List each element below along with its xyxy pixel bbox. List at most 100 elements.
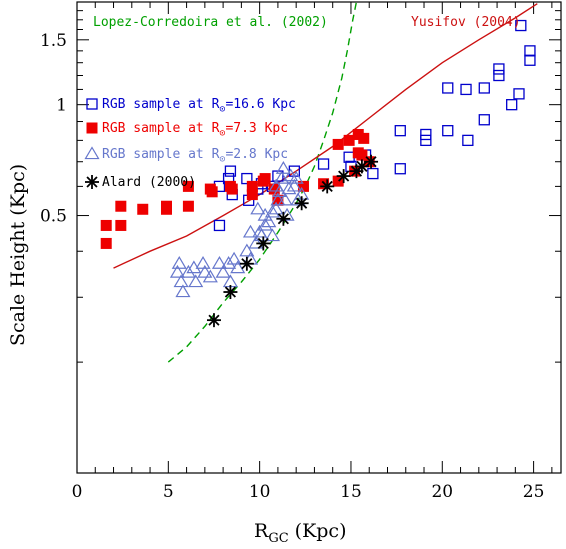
data-point xyxy=(256,236,271,251)
data-point xyxy=(213,219,226,232)
data-point xyxy=(171,256,187,269)
data-point xyxy=(115,200,127,212)
legend-marker xyxy=(86,122,98,134)
y-axis-title: Scale Height (Kpc) xyxy=(7,164,29,346)
data-point xyxy=(100,237,112,249)
data-point xyxy=(336,169,351,184)
y-tick-label: 1 xyxy=(56,96,67,116)
data-point xyxy=(460,83,472,96)
legend-marker xyxy=(86,98,98,110)
data-point xyxy=(221,256,237,269)
data-point xyxy=(206,186,218,198)
data-point xyxy=(281,181,297,195)
data-point xyxy=(246,189,258,201)
data-point xyxy=(264,228,280,242)
data-point xyxy=(223,285,238,300)
data-point xyxy=(274,170,290,184)
data-point xyxy=(180,264,196,278)
data-point xyxy=(257,207,273,221)
data-point xyxy=(215,264,231,278)
data-point xyxy=(173,274,189,288)
data-point xyxy=(239,256,254,271)
data-point xyxy=(288,170,304,184)
data-point xyxy=(195,256,211,269)
data-point xyxy=(197,264,213,278)
data-point xyxy=(276,211,291,226)
data-point xyxy=(239,243,255,257)
legend-label: Alard (2000) xyxy=(102,175,196,190)
tick-labels: 0 5 10 15 20 25 0.5 1 1.5 xyxy=(40,31,544,502)
data-point xyxy=(506,99,518,111)
legend-label: RGB sample at R⊙=7.3 Kpc xyxy=(102,121,288,139)
data-point xyxy=(462,134,474,147)
data-point xyxy=(317,158,330,170)
x-axis-title: RGC (Kpc) xyxy=(254,520,346,546)
data-point xyxy=(206,313,221,328)
data-points xyxy=(100,19,536,328)
y-tick-label: 0.5 xyxy=(40,207,67,227)
data-point xyxy=(261,214,277,228)
data-point xyxy=(524,45,536,57)
legend: RGB sample at R⊙=16.6 Kpc RGB sample at R… xyxy=(84,97,296,190)
data-point xyxy=(478,82,490,94)
data-point xyxy=(175,284,191,298)
x-tick-label: 25 xyxy=(523,482,545,502)
legend-marker xyxy=(84,146,100,160)
data-point xyxy=(137,203,149,215)
x-tick-label: 15 xyxy=(340,482,362,502)
data-point xyxy=(230,260,246,274)
data-point xyxy=(270,192,286,206)
data-point xyxy=(524,54,536,66)
data-point xyxy=(224,165,237,177)
data-point xyxy=(367,167,379,180)
data-point xyxy=(277,192,293,206)
data-point xyxy=(226,251,242,265)
data-point xyxy=(115,219,127,231)
data-point xyxy=(202,269,218,283)
data-point xyxy=(358,132,370,144)
data-point xyxy=(264,204,280,218)
data-point xyxy=(420,128,432,141)
data-point xyxy=(294,196,309,211)
data-point xyxy=(182,200,194,212)
data-point xyxy=(257,217,273,231)
data-point xyxy=(188,274,204,288)
data-point xyxy=(332,138,344,150)
data-point xyxy=(275,161,291,174)
data-point xyxy=(364,154,379,169)
x-axis-title-unit: (Kpc) xyxy=(295,520,347,542)
y-tick-label: 1.5 xyxy=(40,31,67,51)
data-point xyxy=(268,178,284,192)
data-point xyxy=(160,203,172,215)
x-axis-title-sub: GC xyxy=(268,531,288,546)
data-point xyxy=(268,201,284,215)
curve-label-yusifov: Yusifov (2004) xyxy=(411,15,521,30)
data-point xyxy=(250,201,266,215)
x-tick-label: 5 xyxy=(163,482,174,502)
data-point xyxy=(226,183,238,195)
data-point xyxy=(169,264,186,278)
plot-frame xyxy=(76,1,562,474)
legend-label: RGB sample at R⊙=16.6 Kpc xyxy=(102,97,296,115)
series-3 xyxy=(206,154,379,328)
data-point xyxy=(394,125,406,137)
data-point xyxy=(320,179,335,194)
x-axis-title-main: R xyxy=(254,520,269,542)
data-point xyxy=(493,63,505,75)
data-point xyxy=(182,180,194,192)
x-tick-label: 10 xyxy=(249,482,271,502)
data-point xyxy=(515,19,527,32)
data-point xyxy=(211,256,228,269)
x-tick-label: 20 xyxy=(431,482,453,502)
data-point xyxy=(259,173,271,185)
curve-label-lopez: Lopez-Corredoira et al. (2002) xyxy=(93,15,328,30)
data-point xyxy=(343,134,355,146)
data-point xyxy=(478,114,490,126)
data-point xyxy=(442,82,454,94)
data-point xyxy=(394,163,406,175)
data-point xyxy=(248,235,264,249)
x-tick-label: 0 xyxy=(72,482,83,502)
legend-label: RGB sample at R⊙=2.8 Kpc xyxy=(102,147,288,165)
data-point xyxy=(420,134,432,147)
